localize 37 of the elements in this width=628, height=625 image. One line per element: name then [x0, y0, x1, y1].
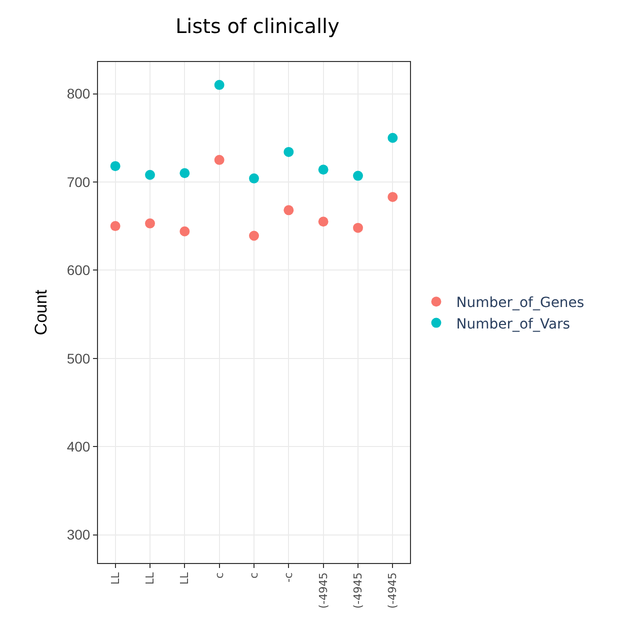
point: [110, 221, 120, 232]
legend-label: Number_of_Genes: [456, 295, 584, 312]
point: [180, 226, 190, 236]
x-tick-label: (-4945: [352, 572, 365, 609]
point: [214, 80, 224, 90]
x-tick-label: c: [212, 572, 226, 578]
x-tick-label: LL: [108, 572, 122, 585]
point: [318, 164, 328, 175]
point: [284, 146, 294, 157]
point: [388, 132, 398, 143]
point: [145, 170, 155, 180]
point: [249, 230, 259, 241]
point: [110, 161, 120, 172]
y-tick-label: 500: [66, 350, 90, 366]
x-tick-label: (-4945: [316, 572, 330, 609]
y-tick-label: 800: [66, 86, 90, 102]
y-axis-title: Count: [31, 290, 50, 336]
point: [284, 205, 294, 216]
x-tick-label: LL: [178, 572, 192, 585]
chart-title: Lists of clinically: [176, 14, 340, 38]
y-tick-label: 400: [66, 438, 90, 454]
point: [353, 170, 363, 181]
point: [180, 168, 190, 178]
legend-label: Number_of_Vars: [456, 316, 570, 332]
x-tick-label: c: [248, 572, 261, 578]
y-tick-label: 700: [66, 174, 90, 190]
x-tick-label: (-4945: [386, 572, 400, 609]
point: [353, 222, 363, 233]
point: [318, 216, 328, 227]
point: [145, 218, 155, 228]
point: [388, 192, 398, 202]
point: [214, 154, 224, 165]
point: [249, 173, 259, 184]
y-tick-label: 600: [66, 262, 90, 278]
x-tick-label: LL: [144, 572, 157, 585]
y-tick-label: 300: [66, 526, 90, 543]
x-tick-label: -c: [282, 572, 296, 582]
